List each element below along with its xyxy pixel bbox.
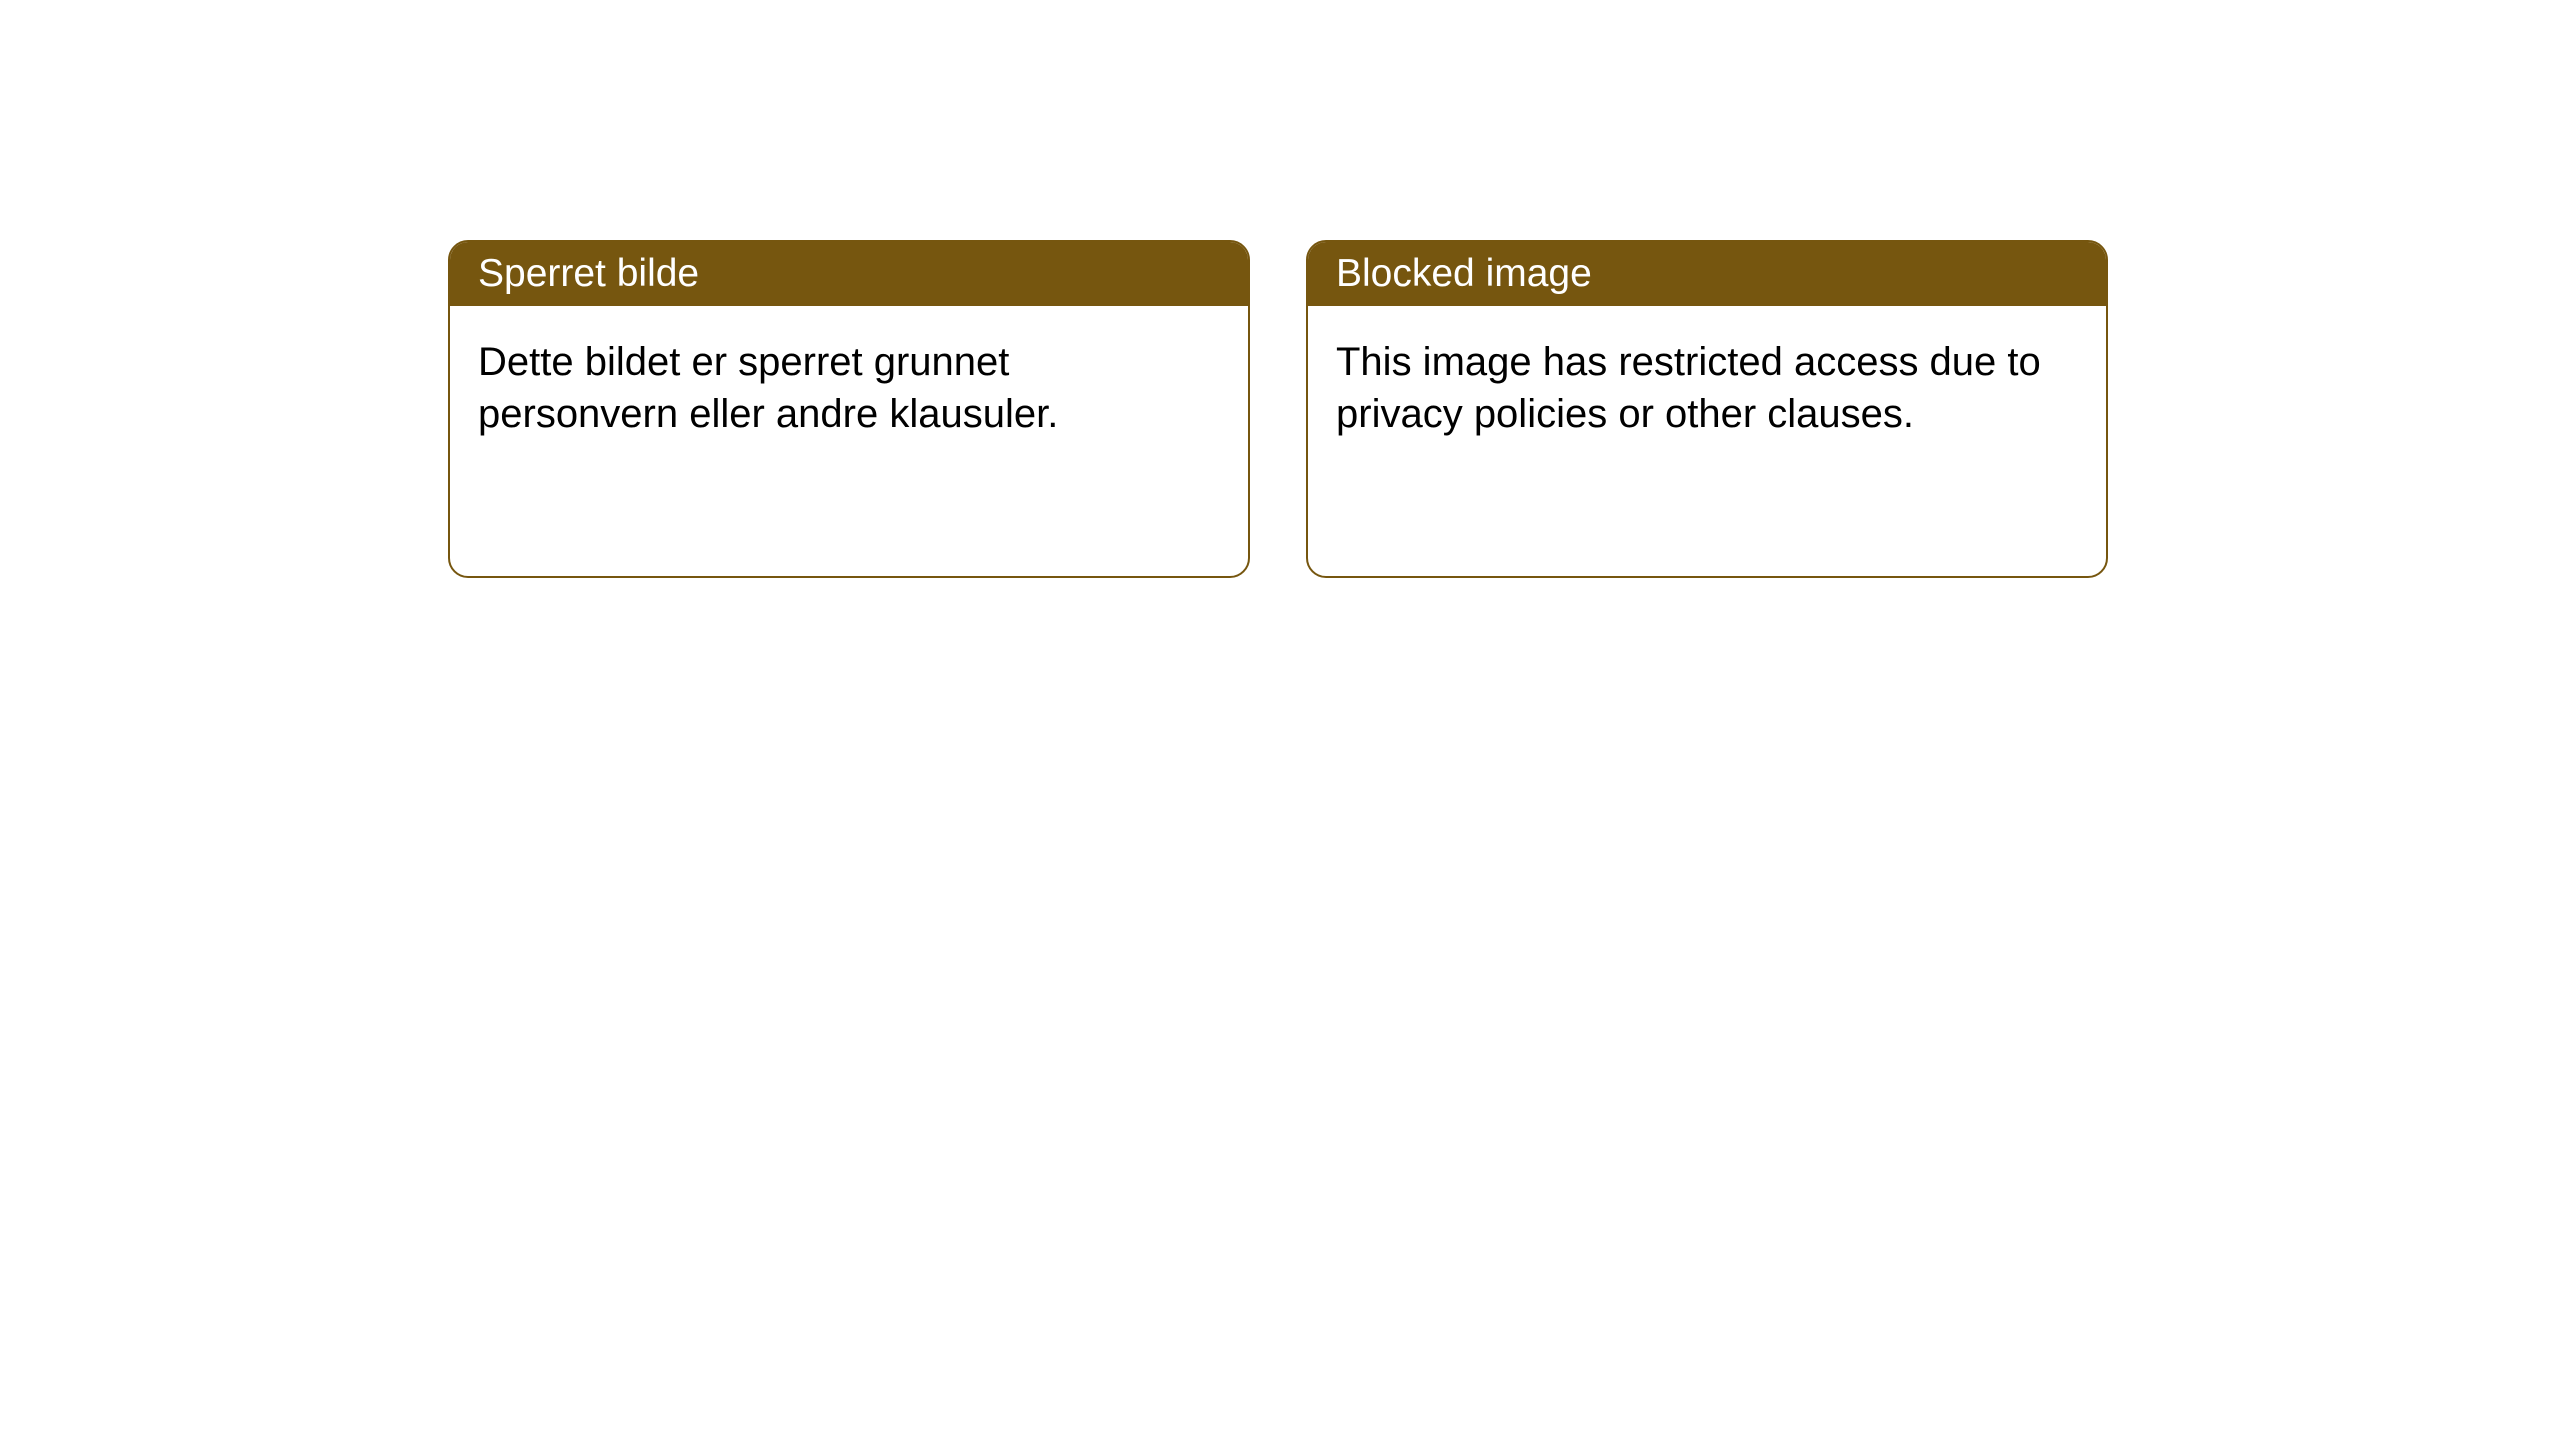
notice-container: Sperret bilde Dette bildet er sperret gr… [0,0,2560,578]
notice-body-english: This image has restricted access due to … [1308,306,2106,576]
notice-title-english: Blocked image [1308,242,2106,306]
notice-card-norwegian: Sperret bilde Dette bildet er sperret gr… [448,240,1250,578]
notice-card-english: Blocked image This image has restricted … [1306,240,2108,578]
notice-title-norwegian: Sperret bilde [450,242,1248,306]
notice-body-norwegian: Dette bildet er sperret grunnet personve… [450,306,1248,576]
